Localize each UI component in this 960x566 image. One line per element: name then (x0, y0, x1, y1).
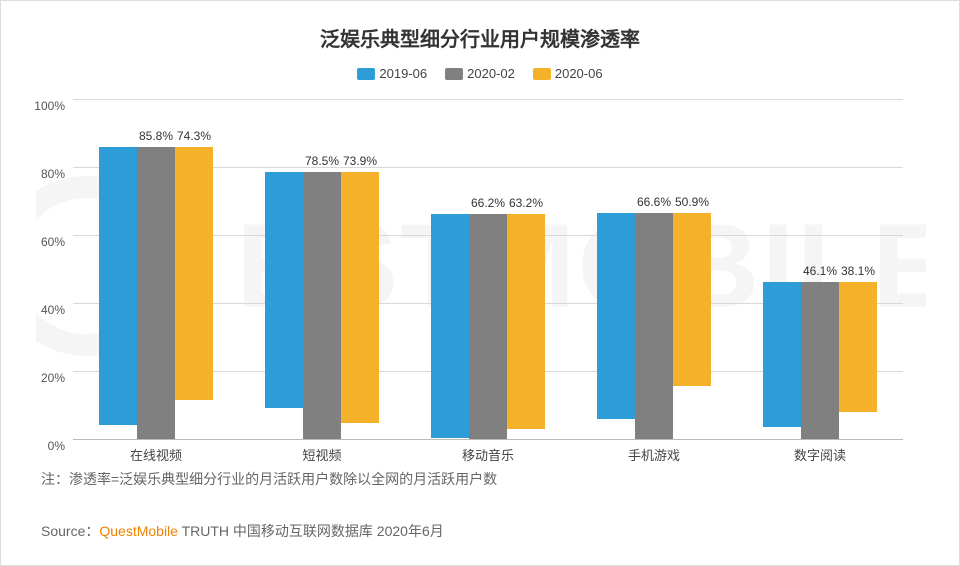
legend: 2019-06 2020-02 2020-06 (1, 66, 959, 81)
bar-value-label: 66.2% (471, 196, 505, 210)
bar (431, 214, 469, 438)
bar-group: 66.6%50.9% (571, 213, 737, 439)
bar: 38.1% (839, 282, 877, 412)
bar: 66.6% (635, 213, 673, 439)
legend-item: 2020-06 (533, 66, 603, 81)
bar: 74.3% (175, 147, 213, 400)
bar: 63.2% (507, 214, 545, 429)
bar-group: 78.5%73.9% (239, 172, 405, 439)
source-brand: QuestMobile (99, 523, 178, 539)
bar-group: 66.2%63.2% (405, 214, 571, 439)
bar: 78.5% (303, 172, 341, 439)
legend-swatch (445, 68, 463, 80)
legend-label: 2020-06 (555, 66, 603, 81)
legend-swatch (533, 68, 551, 80)
bar-value-label: 50.9% (675, 195, 709, 209)
legend-item: 2019-06 (357, 66, 427, 81)
bar-value-label: 66.6% (637, 195, 671, 209)
source-rest: TRUTH 中国移动互联网数据库 2020年6月 (178, 523, 444, 539)
bar: 50.9% (673, 213, 711, 386)
chart-title: 泛娱乐典型细分行业用户规模渗透率 (1, 1, 959, 52)
category-label: 在线视频 (73, 445, 239, 464)
legend-label: 2020-02 (467, 66, 515, 81)
legend-item: 2020-02 (445, 66, 515, 81)
bar: 73.9% (341, 172, 379, 423)
bar (763, 282, 801, 427)
bar-value-label: 73.9% (343, 154, 377, 168)
bar-value-label: 74.3% (177, 129, 211, 143)
bar-value-label: 78.5% (305, 154, 339, 168)
category-label: 短视频 (239, 445, 405, 464)
bar-value-label: 46.1% (803, 264, 837, 278)
bar-value-label: 38.1% (841, 264, 875, 278)
bar (265, 172, 303, 408)
bar (99, 147, 137, 425)
plot-area: 0%20%40%60%80%100%85.8%74.3%在线视频78.5%73.… (73, 99, 903, 439)
footnote: 注：渗透率=泛娱乐典型细分行业的月活跃用户数除以全网的月活跃用户数 (41, 469, 497, 489)
bar: 66.2% (469, 214, 507, 439)
bar-value-label: 63.2% (509, 196, 543, 210)
bar-group: 46.1%38.1% (737, 282, 903, 439)
source-line: Source：QuestMobile TRUTH 中国移动互联网数据库 2020… (41, 521, 444, 541)
gridline (73, 99, 903, 100)
x-axis-line (73, 439, 903, 440)
bar-value-label: 85.8% (139, 129, 173, 143)
legend-swatch (357, 68, 375, 80)
category-label: 数字阅读 (737, 445, 903, 464)
bar: 85.8% (137, 147, 175, 439)
bar: 46.1% (801, 282, 839, 439)
legend-label: 2019-06 (379, 66, 427, 81)
source-prefix: Source： (41, 523, 99, 539)
bar-group: 85.8%74.3% (73, 147, 239, 439)
category-label: 移动音乐 (405, 445, 571, 464)
category-label: 手机游戏 (571, 445, 737, 464)
bar (597, 213, 635, 420)
